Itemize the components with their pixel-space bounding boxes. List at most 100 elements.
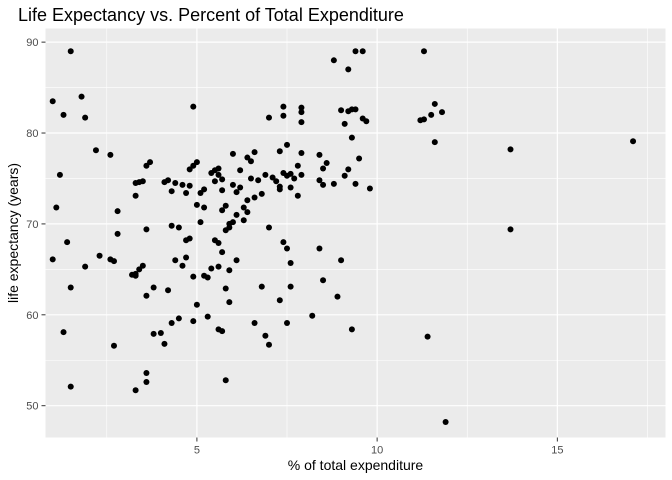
data-point	[67, 284, 74, 291]
data-point	[60, 329, 67, 336]
data-point	[330, 180, 337, 187]
data-point	[237, 184, 244, 191]
data-point	[276, 148, 283, 155]
data-point	[309, 312, 316, 319]
data-point	[186, 235, 193, 242]
x-tick-label: 10	[371, 445, 383, 457]
data-point	[165, 177, 172, 184]
data-point	[175, 315, 182, 322]
data-point	[226, 267, 233, 274]
data-point	[298, 104, 305, 111]
data-point	[338, 257, 345, 264]
data-point	[356, 155, 363, 162]
data-point	[193, 301, 200, 308]
data-point	[219, 176, 226, 183]
data-point	[78, 93, 85, 100]
data-point	[197, 219, 204, 226]
data-point	[280, 112, 287, 119]
data-point	[229, 150, 236, 157]
y-axis-title: life expectancy (years)	[5, 163, 21, 303]
data-point	[287, 259, 294, 266]
data-point	[219, 328, 226, 335]
data-point	[316, 177, 323, 184]
data-point	[114, 208, 121, 215]
data-point	[147, 159, 154, 166]
data-point	[92, 147, 99, 154]
data-point	[150, 284, 157, 291]
data-point	[276, 186, 283, 193]
data-point	[222, 285, 229, 292]
y-tick-label: 50	[26, 401, 38, 413]
data-point	[168, 319, 175, 326]
data-point	[226, 299, 233, 306]
data-point	[49, 98, 56, 105]
data-point	[298, 109, 305, 116]
y-tick-label: 90	[26, 37, 38, 49]
y-tick-label: 80	[26, 128, 38, 140]
data-point	[352, 180, 359, 187]
data-point	[219, 249, 226, 256]
data-point	[237, 167, 244, 174]
x-axis-title: % of total expenditure	[288, 457, 424, 473]
data-point	[258, 190, 265, 197]
data-point	[219, 187, 226, 194]
data-point	[244, 209, 251, 216]
data-point	[287, 184, 294, 191]
x-axis-ticks: 5 10 15	[194, 437, 563, 457]
data-point	[507, 226, 514, 233]
data-point	[132, 272, 139, 279]
data-point	[262, 332, 269, 339]
data-point	[251, 194, 258, 201]
data-point	[190, 273, 197, 280]
data-point	[190, 318, 197, 325]
data-point	[345, 66, 352, 73]
data-point	[222, 227, 229, 234]
data-point	[247, 175, 254, 182]
data-point	[316, 245, 323, 252]
data-point	[280, 103, 287, 110]
data-point	[186, 182, 193, 189]
data-point	[219, 207, 226, 214]
data-point	[190, 103, 197, 110]
data-point	[417, 117, 424, 124]
data-point	[345, 166, 352, 173]
data-point	[273, 178, 280, 185]
data-point	[291, 175, 298, 182]
data-point	[363, 118, 370, 125]
data-point	[179, 181, 186, 188]
data-point	[56, 171, 63, 178]
data-point	[298, 150, 305, 157]
data-point	[442, 419, 449, 426]
data-point	[352, 48, 359, 55]
data-point	[215, 171, 222, 178]
data-point	[222, 202, 229, 209]
data-point	[165, 287, 172, 294]
data-point	[201, 186, 208, 193]
data-point	[67, 48, 74, 55]
data-point	[110, 342, 117, 349]
data-point	[183, 254, 190, 261]
data-point	[208, 265, 215, 272]
data-point	[287, 283, 294, 290]
data-points	[49, 48, 637, 426]
data-point	[107, 151, 114, 158]
data-point	[139, 262, 146, 269]
plot-panel	[45, 28, 666, 438]
data-point	[143, 369, 150, 376]
data-point	[258, 283, 265, 290]
x-tick-label: 5	[194, 445, 200, 457]
data-point	[204, 313, 211, 320]
data-point	[366, 185, 373, 192]
data-point	[320, 181, 327, 188]
data-point	[233, 257, 240, 264]
data-point	[431, 100, 438, 107]
data-point	[215, 263, 222, 270]
data-point	[240, 204, 247, 211]
data-point	[157, 329, 164, 336]
data-point	[143, 379, 150, 386]
data-point	[284, 319, 291, 326]
data-point	[132, 387, 139, 394]
data-point	[222, 377, 229, 384]
data-point	[330, 57, 337, 64]
